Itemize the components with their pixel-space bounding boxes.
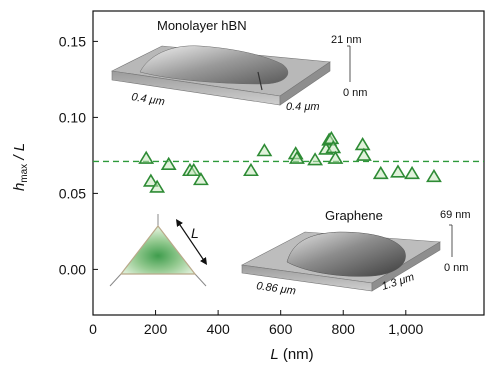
triangle-side-label: L	[191, 225, 199, 241]
data-point-triangle	[289, 150, 305, 164]
data-point-triangle	[372, 165, 389, 180]
data-point-triangle	[149, 179, 166, 193]
data-point-triangle	[355, 147, 372, 161]
y-axis-title: hmax / L	[11, 143, 30, 191]
data-point-triangle	[256, 143, 273, 157]
data-point-triangle	[354, 137, 371, 151]
data-point-triangle	[325, 140, 342, 154]
hbn-dim-left: 0.4 μm	[131, 91, 166, 108]
data-point-triangle	[243, 162, 259, 177]
x-axis-title: L (nm)	[270, 346, 313, 363]
data-point-triangle	[138, 150, 155, 164]
data-point-triangle	[426, 168, 442, 183]
data-point-triangle	[185, 162, 202, 177]
data-point-triangle	[192, 171, 209, 186]
data-point-triangle	[142, 173, 159, 187]
y-tick-label: 0.10	[59, 109, 86, 125]
axis-ticks: 0 200 400 600 800 1,000 0.00 0.05 0.10 0.15	[59, 33, 424, 337]
data-points	[138, 130, 442, 193]
y-tick-label: 0.15	[59, 33, 86, 49]
x-tick-label: 200	[144, 321, 168, 337]
graphene-z-top: 69 nm	[440, 209, 471, 221]
hbn-z-bottom: 0 nm	[343, 87, 367, 99]
x-tick-label: 400	[206, 321, 230, 337]
data-point-triangle	[160, 156, 177, 170]
x-tick-label: 800	[332, 321, 356, 337]
y-tick-label: 0.05	[59, 185, 86, 201]
y-tick-label: 0.00	[59, 261, 86, 277]
hbn-z-top: 21 nm	[331, 34, 362, 46]
data-point-triangle	[390, 164, 406, 178]
data-point-triangle	[327, 150, 344, 164]
graphene-dim-left: 0.86 μm	[256, 280, 297, 297]
triangle-schematic: L	[109, 214, 208, 287]
hbn-title: Monolayer hBN	[157, 18, 247, 33]
graphene-title: Graphene	[325, 208, 383, 223]
graphene-z-bottom: 0 nm	[444, 262, 468, 274]
x-tick-label: 600	[269, 321, 293, 337]
hbn-dim-right: 0.4 μm	[286, 101, 320, 113]
side-length-arrow	[175, 219, 208, 265]
plot-frame	[92, 10, 485, 316]
data-point-triangle	[307, 152, 324, 166]
x-tick-label: 0	[89, 321, 97, 337]
data-point-triangle	[404, 165, 420, 180]
hbn-afm-inset: Monolayer hBN 21 nm 0 nm 0.4 μm 0.4 μm	[111, 18, 367, 113]
graphene-afm-inset: Graphene 69 nm 0 nm 0.86 μm 1.3 μm	[241, 208, 471, 297]
x-tick-label: 1,000	[388, 321, 423, 337]
